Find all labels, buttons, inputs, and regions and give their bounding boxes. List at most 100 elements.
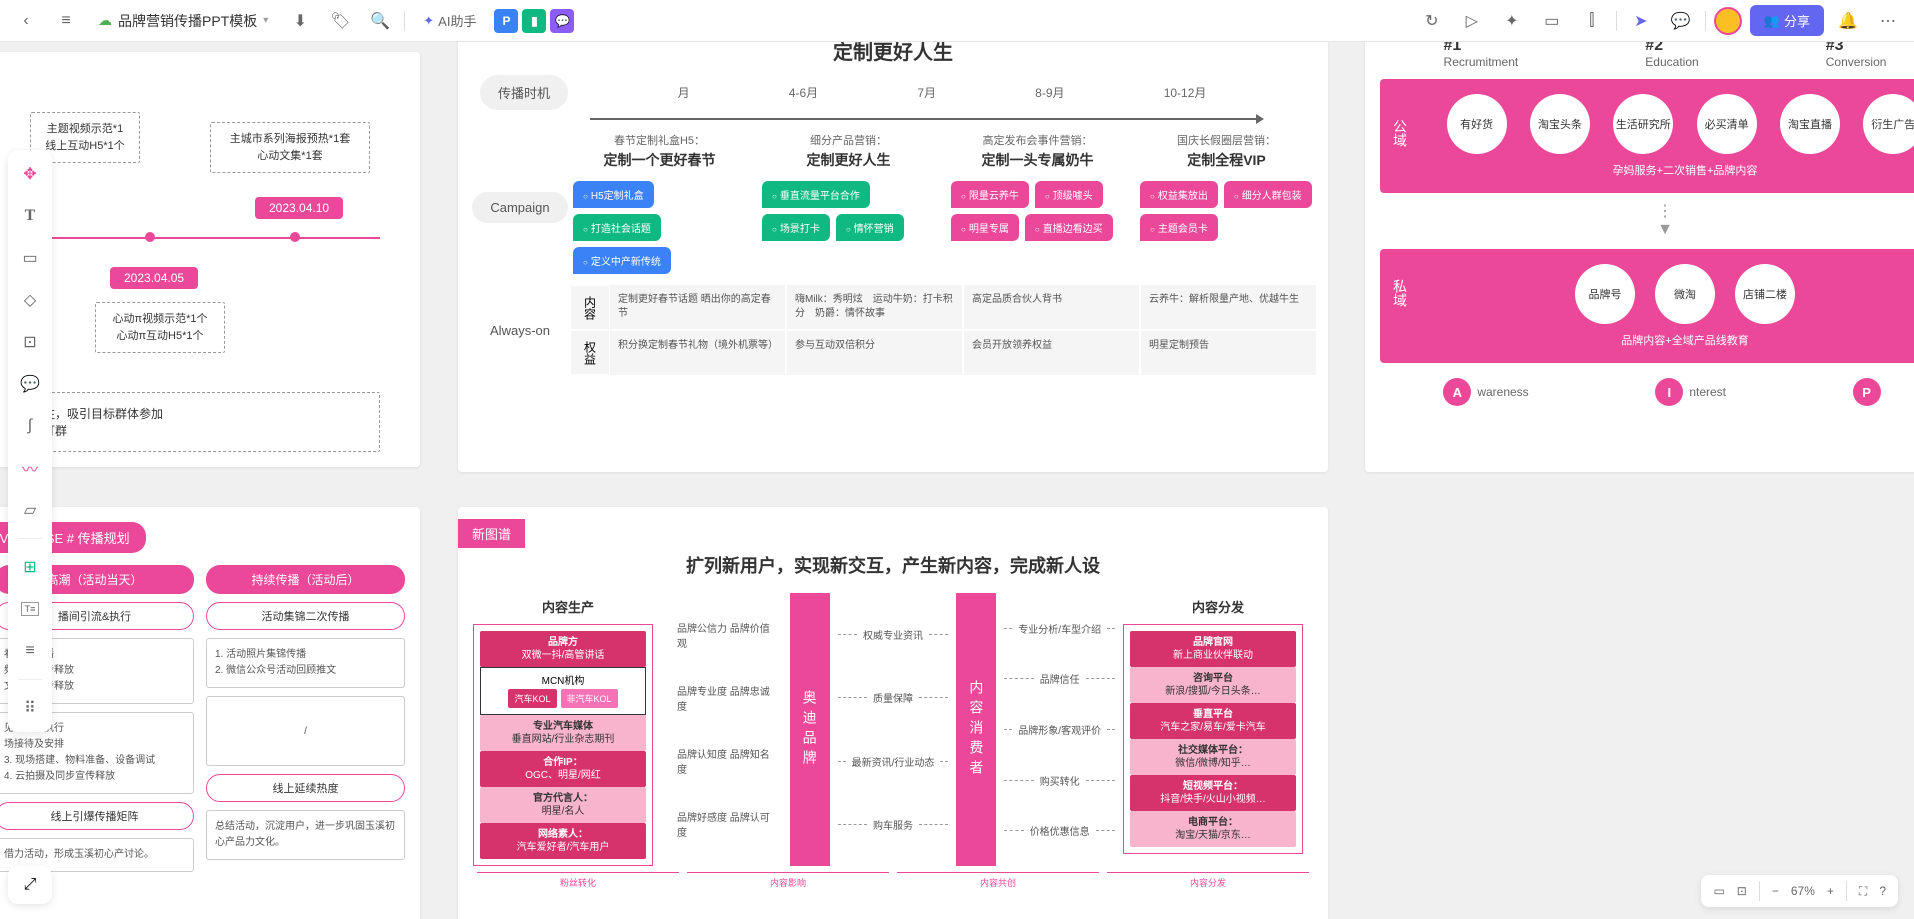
divider <box>1705 11 1706 31</box>
label-col: 权威专业资讯质量保障最新资讯/行业动态购车服务 <box>838 593 949 866</box>
separator <box>18 679 42 680</box>
producer-box: 品牌方双微一抖/高管讲话 MCN机构 汽车KOL非汽车KOL 专业汽车媒体垂直网… <box>473 624 653 866</box>
app-m-icon[interactable]: ▮ <box>522 9 546 33</box>
app-icons: P ▮ 💬 <box>494 9 574 33</box>
layers-icon[interactable]: ▭ <box>1536 5 1568 37</box>
map-icon[interactable]: ⊡ <box>1737 884 1747 898</box>
text-block-tool[interactable]: T≡ <box>16 595 44 623</box>
layers-icon[interactable]: ▭ <box>1713 884 1724 898</box>
help-icon[interactable]: ? <box>1879 884 1886 898</box>
panel-tag: 新图谱 <box>458 519 525 548</box>
zoom-level[interactable]: 67% <box>1791 884 1815 898</box>
arrow-down-icon: ⋮▼ <box>1380 201 1914 239</box>
always-side: 权益 <box>570 330 610 375</box>
col-head: 内容生产 <box>473 593 663 620</box>
zoom-out-button[interactable]: − <box>1772 884 1779 898</box>
col-sub: 线上引爆传播矩阵 <box>0 802 194 830</box>
pointer-icon[interactable]: ➤ <box>1625 5 1657 37</box>
timeline-dot <box>145 232 155 242</box>
user-avatar[interactable] <box>1714 7 1742 35</box>
zoom-in-button[interactable]: + <box>1827 884 1834 898</box>
always-side: 内容 <box>570 285 610 330</box>
app-c-icon[interactable]: 💬 <box>550 9 574 33</box>
download-icon[interactable]: ⬇ <box>284 5 316 37</box>
line-tool[interactable]: ∫ <box>16 412 44 440</box>
back-button[interactable]: ‹ <box>10 5 42 37</box>
share-label: 分享 <box>1784 11 1810 30</box>
center-bar: 内容消费者 <box>956 593 996 866</box>
more-icon[interactable]: ⋯ <box>1872 5 1904 37</box>
list-tool[interactable]: ≡ <box>16 637 44 665</box>
shape-tool[interactable]: ◇ <box>16 286 44 314</box>
text-tool[interactable]: T <box>16 202 44 230</box>
brush-tool[interactable]: 〰 <box>16 454 44 482</box>
col-sub: 活动集锦二次传播 <box>206 602 405 630</box>
caption: 孕妈服务+二次销售+品牌内容 <box>1435 162 1914 178</box>
separator <box>18 538 42 539</box>
expand-tool[interactable]: ⤢ <box>24 876 37 894</box>
card-tool[interactable]: ▭ <box>16 244 44 272</box>
panel-title: 扩列新用户，实现新交互，产生新内容，完成新人设 <box>473 552 1313 578</box>
panel-livehouse[interactable]: IVEHOUSE # 传播规划 高潮（活动当天） 播间引流&执行 看现场直播 频… <box>0 507 420 919</box>
timeline-item: 主城市系列海报预热*1套心动文集*1套 <box>210 122 370 173</box>
ai-label: AI助手 <box>438 11 476 30</box>
panel-timeline[interactable]: 主题视频示范*1线上互动H5*1个 主城市系列海报预热*1套心动文集*1套 20… <box>0 52 420 467</box>
public-domain: 公域 有好货淘宝头条生活研究所必买清单淘宝直播衍生广告 孕妈服务+二次销售+品牌… <box>1380 79 1914 193</box>
month-header: 月4-6月7月8-9月10-12月 <box>568 84 1316 101</box>
chat-tool[interactable]: 💬 <box>16 370 44 398</box>
panel-funnel[interactable]: #1Recrumitment #2Education #3Conversion … <box>1365 42 1914 472</box>
divider <box>1759 881 1760 901</box>
content-box: 总结活动，沉淀用户，进一步巩固玉溪初心产品力文化。 <box>206 810 405 860</box>
center-bar: 奥迪品牌 <box>790 593 830 866</box>
divider <box>404 11 405 31</box>
history-icon[interactable]: ↻ <box>1416 5 1448 37</box>
bell-icon[interactable]: 🔔 <box>1832 5 1864 37</box>
doc-title-text: 品牌营销传播PPT模板 <box>118 11 257 31</box>
col-head: 持续传播（活动后） <box>206 565 405 594</box>
panel-content-graph[interactable]: 新图谱 扩列新用户，实现新交互，产生新内容，完成新人设 内容生产 品牌方双微一抖… <box>458 507 1328 919</box>
footer-labels: 粉丝转化内容影响内容共创内容分发 <box>473 872 1313 889</box>
note-box: 注，吸引目标群体参加打群 <box>30 392 380 452</box>
tag-icon[interactable]: 🏷 <box>324 5 356 37</box>
always-on-row: Always-on 内容 权益 定制更好春节话题 晒出你的高定春节嗨Milk：秀… <box>470 285 1316 375</box>
divider <box>1846 881 1847 901</box>
timing-label: 传播时机 <box>480 75 568 110</box>
ai-assistant-button[interactable]: ✦ AI助手 <box>413 7 486 34</box>
panel-campaign[interactable]: 定制更好人生 传播时机 月4-6月7月8-9月10-12月 Campaign 春… <box>458 42 1328 472</box>
private-domain: 私域 品牌号微淘店铺二楼 品牌内容+全域产品线教育 <box>1380 249 1914 363</box>
cursor-tool[interactable]: ✥ <box>16 160 44 188</box>
col-sub: 线上延续热度 <box>206 774 405 802</box>
doc-title[interactable]: ☁ 品牌营销传播PPT模板 ▾ <box>90 11 276 31</box>
play-icon[interactable]: ▷ <box>1456 5 1488 37</box>
content-box: / <box>206 696 405 766</box>
canvas[interactable]: 主题视频示范*1线上互动H5*1个 主城市系列海报预热*1套心动文集*1套 20… <box>0 42 1914 919</box>
top-toolbar: ‹ ≡ ☁ 品牌营销传播PPT模板 ▾ ⬇ 🏷 🔍 ✦ AI助手 P ▮ 💬 ↻… <box>0 0 1914 42</box>
frame-tool[interactable]: ⊡ <box>16 328 44 356</box>
share-icon: 👥 <box>1764 13 1780 29</box>
chart-icon[interactable]: ⫿ <box>1576 5 1608 37</box>
sparkle-icon[interactable]: ✦ <box>1496 5 1528 37</box>
timeline-arrow <box>590 118 1256 120</box>
comment-icon[interactable]: 💬 <box>1665 5 1697 37</box>
label-col: 专业分析/车型介绍品牌信任品牌形象/客观评价购买转化价格优惠信息 <box>1004 593 1115 866</box>
tool-sidebar: ✥ T ▭ ◇ ⊡ 💬 ∫ 〰 ▱ ⊞ T≡ ≡ ⠿ <box>8 150 52 732</box>
panel-title: 定制更好人生 <box>470 42 1316 65</box>
share-button[interactable]: 👥 分享 <box>1750 5 1824 36</box>
table-tool[interactable]: ⊞ <box>16 553 44 581</box>
campaign-row: Campaign 春节定制礼盒H5：定制一个更好春节H5定制礼盒打造社会话题定义… <box>470 132 1316 277</box>
timeline-item: 心动π视频示范*1个心动π互动H5*1个 <box>95 302 225 353</box>
always-label: Always-on <box>470 285 570 375</box>
col-head: 内容分发 <box>1123 593 1313 620</box>
timeline-dot <box>290 232 300 242</box>
cloud-icon: ☁ <box>98 12 112 29</box>
fullscreen-icon[interactable]: ⛶ <box>1859 884 1867 899</box>
search-icon[interactable]: 🔍 <box>364 5 396 37</box>
eraser-tool[interactable]: ▱ <box>16 496 44 524</box>
timeline-line <box>30 237 380 239</box>
app-p-icon[interactable]: P <box>494 9 518 33</box>
menu-button[interactable]: ≡ <box>50 5 82 37</box>
apps-tool[interactable]: ⠿ <box>16 694 44 722</box>
view-controls: ▭ ⊡ − 67% + ⛶ ? <box>1701 875 1898 907</box>
label-col: 品牌公信力 品牌价值观品牌专业度 品牌忠诚度品牌认知度 品牌知名度品牌好感度 品… <box>671 593 782 866</box>
chevron-down-icon: ▾ <box>263 15 268 26</box>
